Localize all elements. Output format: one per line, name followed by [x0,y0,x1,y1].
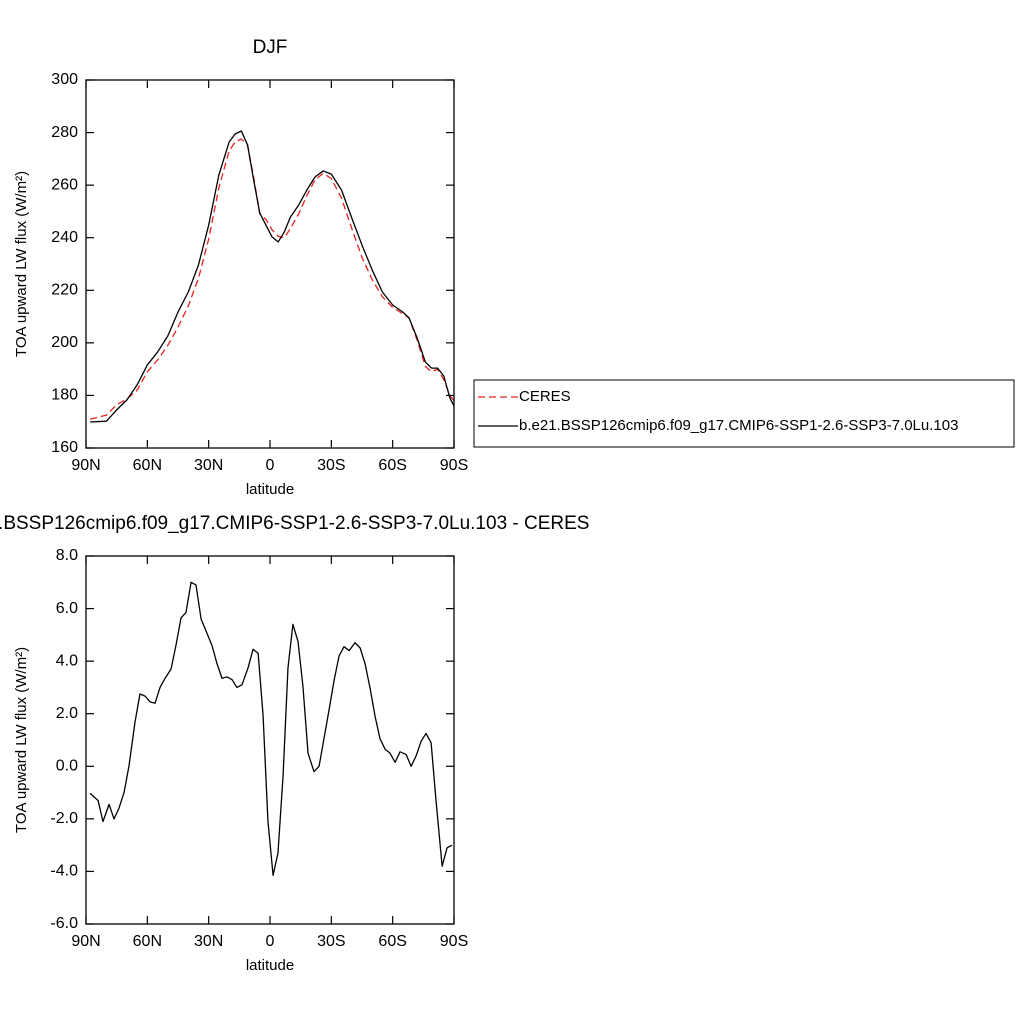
x-tick-label: 30N [194,933,223,950]
x-tick-label: 30S [317,457,345,474]
legend-label: CERES [519,388,571,405]
y-tick-label: -2.0 [50,810,78,827]
y-tick-label: 8.0 [56,547,78,564]
data-line [89,581,453,877]
legend: CERES b.e21.BSSP126cmip6.f09_g17.CMIP6-SS… [473,379,1015,448]
x-tick-label: 60N [133,933,162,950]
y-tick-label: -4.0 [50,863,78,880]
x-tick-label: 60S [378,457,406,474]
x-axis-label: latitude [246,481,294,498]
y-axis-label: TOA upward LW flux (W/m²) [13,647,30,833]
y-tick-label: 280 [51,124,78,141]
data-line [89,138,455,420]
x-tick-label: 0 [266,457,275,474]
data-line [90,130,455,423]
x-tick-label: 90S [440,933,468,950]
y-tick-label: 0.0 [56,758,78,775]
y-tick-label: 200 [51,334,78,351]
x-tick-label: 90S [440,457,468,474]
y-tick-label: 220 [51,282,78,299]
y-tick-label: 180 [51,387,78,404]
plot-frame [85,555,455,925]
plot-frame [85,79,455,449]
chart-title: b.e21.BSSP126cmip6.f09_g17.CMIP6-SSP1-2.… [0,513,589,534]
legend-label: b.e21.BSSP126cmip6.f09_g17.CMIP6-SSP1-2.… [519,417,958,434]
x-tick-label: 90N [71,933,100,950]
x-tick-label: 30N [194,457,223,474]
y-tick-label: 300 [51,71,78,88]
y-tick-label: 260 [51,176,78,193]
x-tick-label: 60S [378,933,406,950]
x-axis-label: latitude [246,957,294,974]
y-tick-label: 160 [51,439,78,456]
y-axis-label: TOA upward LW flux (W/m²) [13,171,30,357]
y-tick-label: 4.0 [56,652,78,669]
chart-title: DJF [253,37,288,58]
x-tick-label: 60N [133,457,162,474]
x-tick-label: 90N [71,457,100,474]
legend-frame [473,379,1015,448]
y-tick-label: -6.0 [50,915,78,932]
x-tick-label: 0 [266,933,275,950]
y-tick-label: 6.0 [56,600,78,617]
y-tick-label: 2.0 [56,705,78,722]
y-tick-label: 240 [51,229,78,246]
x-tick-label: 30S [317,933,345,950]
